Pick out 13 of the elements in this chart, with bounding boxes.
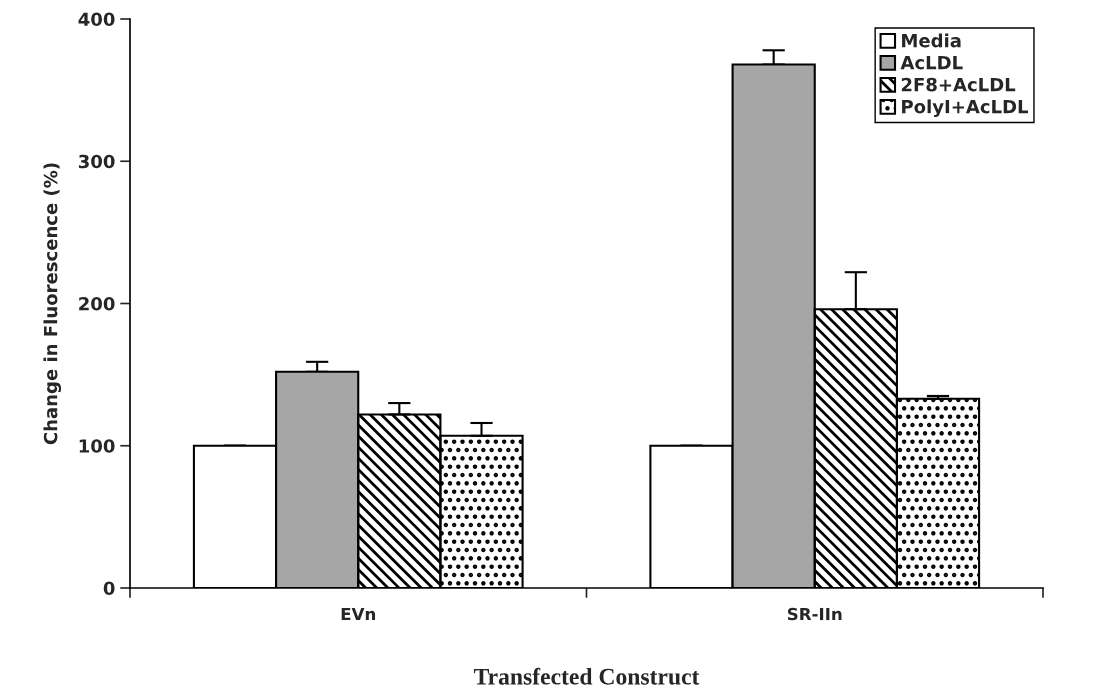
legend-label: Media [902,33,961,48]
y-tick-label: 200 [79,296,115,311]
y-axis-title: Change in Fluorescence (%) [43,163,62,445]
x-axis-title: Transfected Construct [473,667,700,685]
y-tick-label: 0 [103,581,115,596]
x-tick-label: EVn [341,607,376,621]
legend-label: AcLDL [900,55,963,70]
y-tick-label: 100 [79,439,115,453]
x-tick-label: SR-IIn [787,607,842,621]
legend-label: 2F8+AcLDL [901,77,1016,92]
legend-label: PolyI+AcLDL [902,99,1029,118]
y-tick-label: 300 [78,154,115,169]
y-tick-label: 400 [78,12,115,27]
